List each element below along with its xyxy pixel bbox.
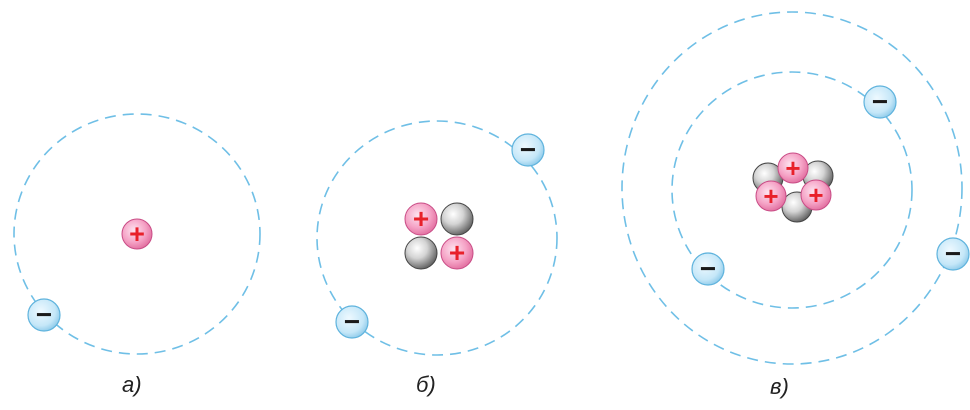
proton: +	[404, 202, 438, 236]
electron-sign: −	[520, 134, 536, 165]
electron: −	[511, 133, 545, 167]
electron-sign: −	[36, 299, 52, 330]
nucleus-b: + +	[404, 202, 474, 270]
proton-sign: +	[413, 203, 429, 234]
orbit-c-inner	[671, 71, 913, 309]
proton-sign: +	[808, 180, 823, 210]
electron: −	[335, 305, 369, 339]
electron-sign: −	[872, 86, 888, 117]
proton: +	[800, 179, 832, 211]
atom-b: + + − −	[316, 120, 558, 356]
nucleus-c: + + +	[752, 152, 834, 223]
electron: −	[863, 85, 897, 119]
proton-sign: +	[129, 219, 145, 249]
neutron	[404, 236, 438, 270]
orbit-c-outer	[621, 11, 963, 365]
proton: +	[755, 180, 787, 212]
caption-a: а)	[122, 372, 142, 397]
proton-sign: +	[763, 181, 778, 211]
orbit-b	[316, 120, 558, 356]
proton: +	[440, 236, 474, 270]
electron-sign: −	[700, 253, 716, 284]
proton: +	[777, 152, 809, 184]
neutron	[440, 202, 474, 236]
electron: −	[27, 298, 61, 332]
caption-b: б)	[416, 372, 436, 397]
electron-sign: −	[344, 306, 360, 337]
caption-c: в)	[770, 374, 789, 399]
electron: −	[691, 252, 725, 286]
electron: −	[936, 237, 970, 271]
electron-sign: −	[945, 238, 961, 269]
orbit-a	[13, 113, 261, 355]
proton: +	[121, 218, 153, 250]
proton-sign: +	[449, 237, 465, 268]
atom-a: + −	[13, 113, 261, 355]
atom-c: + + + − − −	[621, 11, 970, 365]
proton-sign: +	[785, 153, 800, 183]
